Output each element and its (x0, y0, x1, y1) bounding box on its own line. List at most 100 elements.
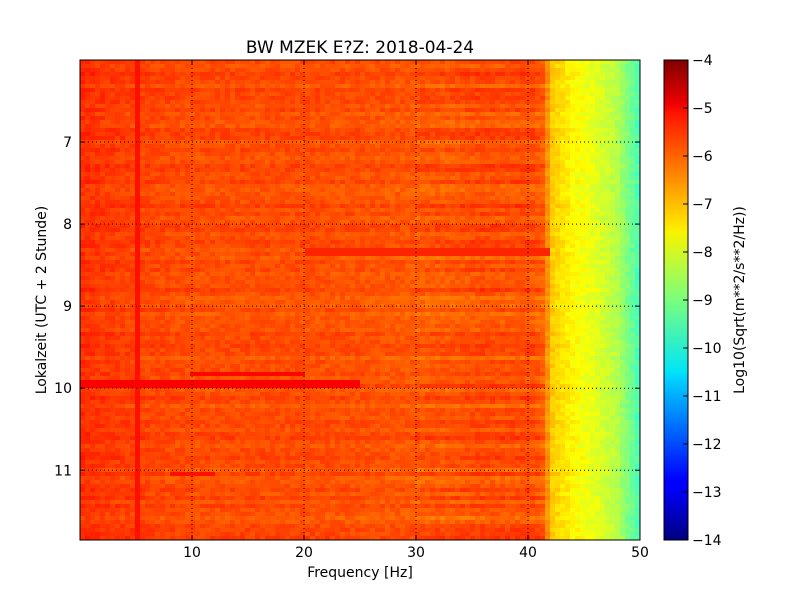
heatmap-cell (400, 152, 406, 157)
heatmap-cell (415, 192, 421, 197)
heatmap-cell (105, 120, 111, 125)
heatmap-cell (595, 92, 601, 97)
heatmap-cell (555, 60, 561, 65)
heatmap-cell (535, 72, 541, 77)
heatmap-cell (575, 200, 581, 205)
heatmap-cell (365, 60, 371, 65)
heatmap-cell (205, 188, 211, 193)
heatmap-cell (630, 152, 636, 157)
heatmap-cell (520, 224, 526, 229)
heatmap-cell (480, 152, 486, 157)
heatmap-cell (530, 132, 536, 137)
heatmap-cell (395, 124, 401, 129)
heatmap-cell (570, 136, 576, 141)
heatmap-cell (185, 192, 191, 197)
heatmap-cell (250, 216, 256, 221)
heatmap-cell (490, 212, 496, 217)
heatmap-cell (310, 88, 316, 93)
heatmap-cell (90, 108, 96, 113)
heatmap-cell (515, 152, 521, 157)
heatmap-cell (480, 88, 486, 93)
heatmap-cell (580, 120, 586, 125)
heatmap-cell (625, 136, 631, 141)
heatmap-cell (370, 72, 376, 77)
heatmap-cell (155, 88, 161, 93)
heatmap-cell (445, 228, 451, 233)
heatmap-cell (80, 72, 86, 77)
heatmap-cell (510, 84, 516, 89)
heatmap-cell (590, 180, 596, 185)
heatmap-cell (135, 200, 141, 205)
heatmap-cell (560, 164, 566, 169)
heatmap-cell (500, 204, 506, 209)
heatmap-cell (360, 76, 366, 81)
heatmap-cell (415, 156, 421, 161)
heatmap-cell (85, 224, 91, 229)
heatmap-cell (335, 160, 341, 165)
heatmap-cell (355, 92, 361, 97)
heatmap-cell (590, 196, 596, 201)
heatmap-cell (195, 156, 201, 161)
heatmap-cell (445, 80, 451, 85)
heatmap-cell (615, 160, 621, 165)
heatmap-cell (395, 176, 401, 181)
heatmap-cell (455, 188, 461, 193)
heatmap-cell (505, 148, 511, 153)
heatmap-cell (600, 128, 606, 133)
heatmap-cell (605, 200, 611, 205)
heatmap-cell (165, 192, 171, 197)
heatmap-cell (630, 84, 636, 89)
heatmap-cell (510, 72, 516, 77)
heatmap-cell (445, 144, 451, 149)
heatmap-cell (360, 188, 366, 193)
heatmap-cell (90, 96, 96, 101)
heatmap-cell (505, 96, 511, 101)
heatmap-cell (300, 116, 306, 121)
heatmap-cell (540, 156, 546, 161)
heatmap-cell (575, 172, 581, 177)
heatmap-cell (595, 168, 601, 173)
heatmap-cell (265, 156, 271, 161)
heatmap-cell (420, 64, 426, 69)
heatmap-cell (605, 220, 611, 225)
heatmap-cell (435, 140, 441, 145)
heatmap-cell (325, 224, 331, 229)
heatmap-cell (455, 192, 461, 197)
heatmap-cell (355, 220, 361, 225)
heatmap-cell (500, 136, 506, 141)
heatmap-cell (335, 96, 341, 101)
heatmap-cell (575, 232, 581, 237)
heatmap-cell (565, 228, 571, 233)
heatmap-cell (155, 104, 161, 109)
heatmap-cell (505, 168, 511, 173)
heatmap-cell (630, 116, 636, 121)
heatmap-cell (445, 112, 451, 117)
heatmap-cell (500, 128, 506, 133)
heatmap-cell (530, 188, 536, 193)
heatmap-cell (410, 224, 416, 229)
heatmap-cell (535, 108, 541, 113)
heatmap-cell (635, 180, 640, 185)
heatmap-cell (105, 216, 111, 221)
heatmap-cell (325, 168, 331, 173)
heatmap-cell (160, 224, 166, 229)
heatmap-cell (620, 112, 626, 117)
heatmap-cell (125, 168, 131, 173)
heatmap-cell (280, 104, 286, 109)
heatmap-cell (260, 144, 266, 149)
heatmap-cell (115, 60, 121, 65)
heatmap-cell (100, 204, 106, 209)
heatmap-cell (290, 188, 296, 193)
heatmap-cell (160, 148, 166, 153)
heatmap-cell (400, 160, 406, 165)
heatmap-cell (215, 92, 221, 97)
heatmap-cell (405, 164, 411, 169)
heatmap-cell (155, 132, 161, 137)
heatmap-cell (510, 156, 516, 161)
heatmap-cell (435, 84, 441, 89)
heatmap-cell (105, 184, 111, 189)
heatmap-cell (260, 212, 266, 217)
heatmap-cell (365, 152, 371, 157)
heatmap-cell (160, 100, 166, 105)
heatmap-cell (235, 112, 241, 117)
